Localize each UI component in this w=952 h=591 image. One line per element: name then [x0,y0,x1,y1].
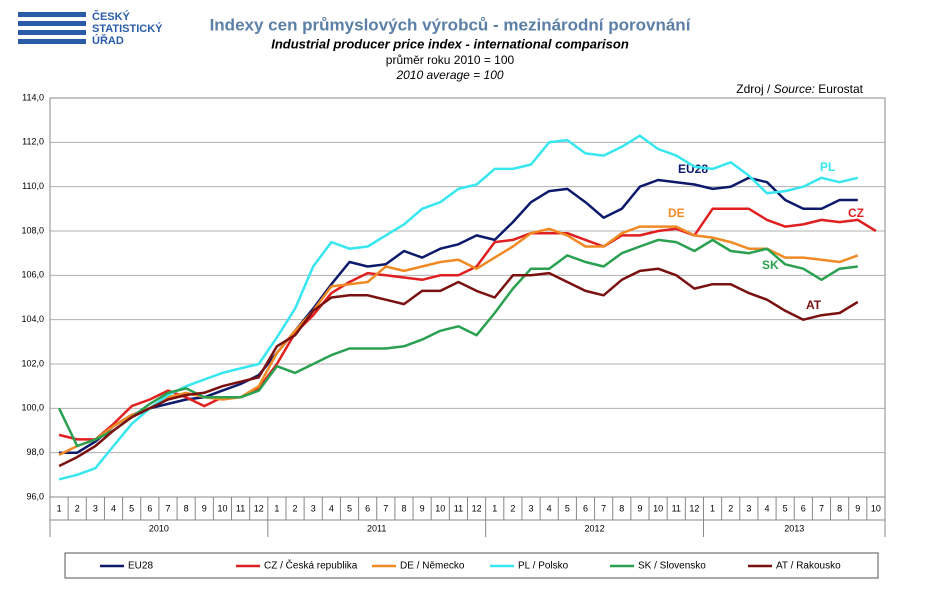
x-tick-label: 7 [383,503,388,513]
legend-label: AT / Rakousko [776,561,841,572]
logo: ČESKÝ STATISTICKÝ ÚŘAD [18,10,163,47]
series-label: AT [806,298,822,312]
series-line [59,176,858,454]
year-label: 2012 [585,523,605,533]
y-tick-label: 114,0 [22,92,44,102]
x-tick-label: 7 [601,503,606,513]
legend-label: PL / Polsko [518,561,569,572]
x-tick-label: 11 [454,503,463,513]
source-part: Zdroj / [736,82,773,96]
x-tick-label: 10 [653,503,663,513]
y-tick-label: 106,0 [21,270,44,280]
x-tick-label: 8 [619,503,624,513]
logo-bar [18,39,86,44]
x-tick-label: 8 [184,503,189,513]
x-tick-label: 7 [819,503,824,513]
x-tick-label: 7 [165,503,170,513]
x-tick-label: 2 [293,503,298,513]
series-label: DE [668,206,685,220]
x-tick-label: 4 [111,503,116,513]
y-tick-label: 100,0 [21,403,44,413]
y-tick-label: 110,0 [22,181,44,191]
series-label: PL [820,160,835,174]
x-tick-label: 3 [746,503,751,513]
legend-label: CZ / Česká republika [264,559,358,572]
logo-bar [18,21,86,26]
legend-label: EU28 [128,561,153,572]
x-tick-label: 5 [347,503,352,513]
x-tick-label: 9 [637,503,642,513]
x-tick-label: 3 [93,503,98,513]
logo-text: STATISTICKÝ [92,22,163,35]
series-label: EU28 [678,162,708,176]
x-tick-label: 1 [274,503,279,513]
source-part: Source: [774,82,815,96]
series-label: CZ [848,206,864,220]
legend-box [64,552,879,579]
y-tick-label: 104,0 [21,314,44,324]
note: průměr roku 2010 = 100 [386,53,515,67]
y-tick-label: 108,0 [21,225,44,235]
logo-text: ÚŘAD [92,34,124,47]
y-tick-label: 96,0 [26,491,44,501]
x-tick-label: 9 [420,503,425,513]
x-tick-label: 5 [783,503,788,513]
x-tick-label: 11 [672,503,681,513]
y-tick-label: 102,0 [21,358,44,368]
source: Zdroj / Source: Eurostat [736,82,863,96]
note: 2010 average = 100 [395,68,503,82]
x-tick-label: 9 [855,503,860,513]
x-tick-label: 2 [728,503,733,513]
x-tick-label: 4 [547,503,552,513]
source-part: Eurostat [815,82,864,96]
x-tick-label: 9 [202,503,207,513]
year-label: 2010 [149,523,169,533]
x-tick-label: 12 [254,503,264,513]
series-label: SK [762,258,779,272]
logo-bar [18,30,86,35]
x-tick-label: 1 [710,503,715,513]
x-tick-label: 8 [401,503,406,513]
x-tick-label: 1 [492,503,497,513]
x-tick-label: 10 [217,503,227,513]
x-tick-label: 4 [765,503,770,513]
x-tick-label: 3 [311,503,316,513]
chart-title: Indexy cen průmyslových výrobců - meziná… [210,15,692,34]
series-line [57,238,858,448]
series-line [58,225,859,457]
x-tick-label: 12 [689,503,699,513]
x-tick-label: 1 [57,503,62,513]
x-tick-label: 10 [871,503,881,513]
logo-text: ČESKÝ [92,10,131,23]
logo-bar [18,12,86,17]
y-tick-label: 112,0 [22,137,44,147]
y-tick-label: 98,0 [26,447,44,457]
series-line [58,134,859,481]
x-tick-label: 5 [129,503,134,513]
series-line [58,267,859,468]
x-tick-label: 10 [435,503,445,513]
year-label: 2013 [784,523,804,533]
x-tick-label: 11 [236,503,245,513]
series-line [58,207,877,441]
chart-subtitle: Industrial producer price index - intern… [271,36,629,51]
legend-label: DE / Německo [400,561,465,572]
year-label: 2011 [367,523,386,533]
x-tick-label: 2 [75,503,80,513]
x-tick-label: 8 [837,503,842,513]
x-tick-label: 3 [529,503,534,513]
x-tick-label: 5 [565,503,570,513]
x-tick-label: 4 [329,503,334,513]
x-tick-label: 6 [147,503,152,513]
legend-label: SK / Slovensko [638,561,706,572]
x-tick-label: 12 [472,503,482,513]
x-tick-label: 6 [583,503,588,513]
x-tick-label: 6 [365,503,370,513]
x-tick-label: 6 [801,503,806,513]
x-tick-label: 2 [510,503,515,513]
